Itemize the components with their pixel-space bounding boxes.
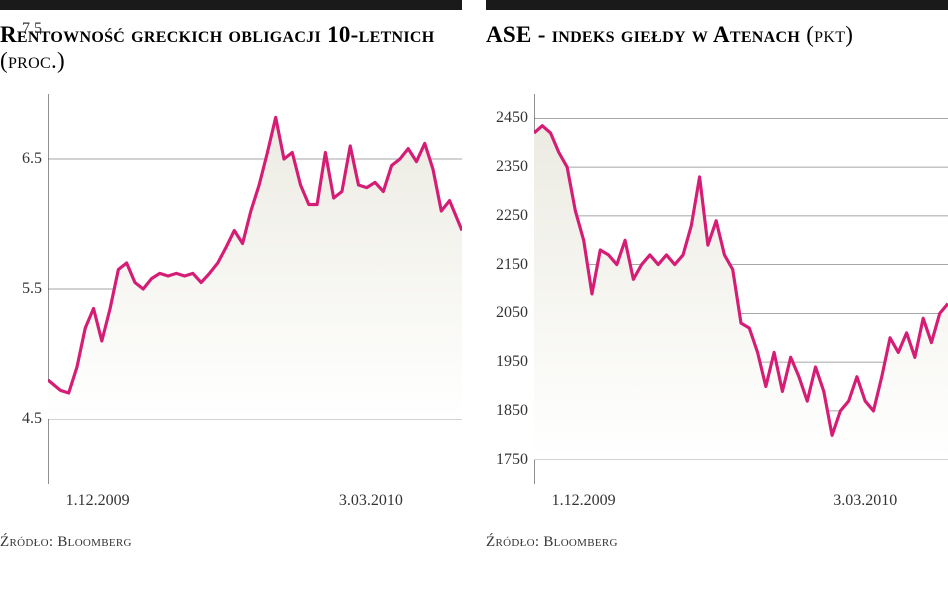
y-tick-label: 2450 (496, 109, 528, 127)
y-tick-label: 2150 (496, 256, 528, 274)
y-axis-labels: 4.55.56.57.5 (0, 94, 48, 484)
x-tick-label: 3.03.2010 (833, 492, 897, 510)
plot (48, 94, 462, 484)
chart-source: Źródło: Bloomberg (0, 534, 462, 551)
y-tick-label: 6.5 (22, 150, 42, 168)
x-tick-label: 3.03.2010 (339, 492, 403, 510)
y-tick-label: 1850 (496, 402, 528, 420)
y-tick-label: 4.5 (22, 410, 42, 428)
chart-panel-0: Rentowność greckich obligacji 10-letnich… (0, 0, 462, 551)
chart-source: Źródło: Bloomberg (486, 534, 948, 551)
x-axis-labels: 1.12.2009 3.03.2010 (48, 492, 462, 520)
chart-title-1: ASE - indeks giełdy w Atenach (pkt) (486, 22, 948, 76)
series-fill (534, 126, 948, 460)
chart-title-0: Rentowność greckich obligacji 10-letnich… (0, 22, 462, 76)
y-tick-label: 5.5 (22, 280, 42, 298)
y-tick-label: 2350 (496, 158, 528, 176)
plot (534, 94, 948, 484)
y-tick-label: 1950 (496, 353, 528, 371)
y-tick-label: 1750 (496, 451, 528, 469)
panel-top-bar (0, 0, 462, 10)
y-tick-label: 2050 (496, 304, 528, 322)
chart-title-bold: Rentowność greckich obligacji 10-letnich (0, 22, 435, 47)
y-tick-label: 7.5 (22, 20, 42, 38)
chart-panel-1: ASE - indeks giełdy w Atenach (pkt)17501… (486, 0, 948, 551)
x-tick-label: 1.12.2009 (66, 492, 130, 510)
chart-title-light: (pkt) (806, 22, 853, 47)
chart-area: 1750 1850 1950 2050 2150 2250 2350 2450 (486, 94, 948, 484)
chart-title-bold: ASE - indeks giełdy w Atenach (486, 22, 800, 47)
x-tick-label: 1.12.2009 (552, 492, 616, 510)
panel-top-bar (486, 0, 948, 10)
y-axis-labels: 1750 1850 1950 2050 2150 2250 2350 2450 (486, 94, 534, 484)
chart-area: 4.55.56.57.5 (0, 94, 462, 484)
y-tick-label: 2250 (496, 207, 528, 225)
series-fill (48, 117, 462, 419)
x-axis-labels: 1.12.2009 3.03.2010 (534, 492, 948, 520)
chart-title-light: (proc.) (0, 48, 65, 73)
